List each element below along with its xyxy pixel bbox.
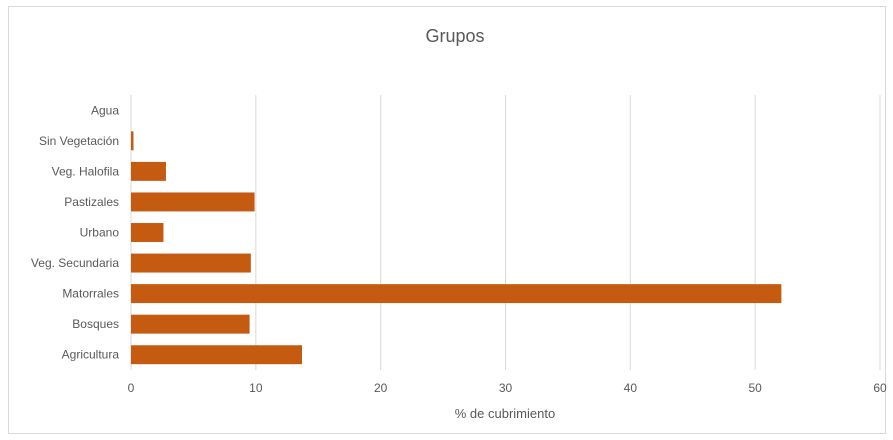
chart-title: Grupos: [425, 26, 484, 46]
bars: [131, 131, 782, 365]
bar-sin-vegetación: [131, 131, 134, 151]
bar-veg-secundaria: [131, 253, 251, 273]
category-label: Urbano: [80, 226, 120, 240]
category-label: Agua: [91, 103, 119, 117]
category-label: Bosques: [72, 317, 119, 331]
x-tick-label: 30: [499, 381, 513, 395]
category-label: Sin Vegetación: [39, 134, 119, 148]
x-tick-label: 20: [374, 381, 388, 395]
bar-urbano: [131, 223, 164, 242]
bar-veg-halofila: [131, 161, 166, 181]
category-label: Agricultura: [62, 348, 120, 362]
category-label: Veg. Halofila: [52, 164, 120, 178]
bar-matorrales: [131, 284, 782, 304]
category-label: Matorrales: [62, 287, 119, 301]
x-tick-label: 0: [128, 381, 135, 395]
x-tick-labels: 0 10 20 30 40 50 60: [128, 381, 887, 395]
x-tick-label: 40: [624, 381, 638, 395]
bar-agricultura: [131, 345, 303, 365]
bar-pastizales: [131, 192, 255, 212]
x-tick-label: 10: [249, 381, 263, 395]
x-axis-label: % de cubrimiento: [455, 406, 555, 421]
category-label: Pastizales: [64, 195, 119, 209]
x-tick-label: 50: [748, 381, 762, 395]
x-tick-label: 60: [873, 381, 887, 395]
category-labels: Agricultura Bosques Matorrales Veg. Secunda…: [31, 103, 119, 361]
category-label: Veg. Secundaria: [31, 256, 119, 270]
bar-bosques: [131, 314, 250, 334]
